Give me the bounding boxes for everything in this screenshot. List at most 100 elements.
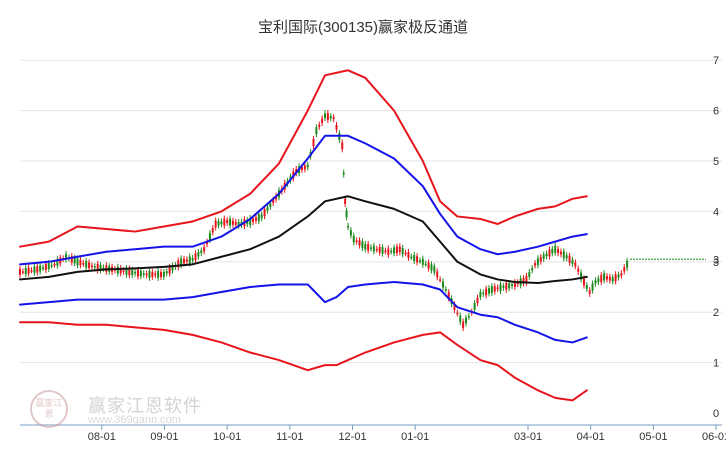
candle-body	[395, 246, 398, 254]
candle-body	[171, 265, 174, 271]
candle-body	[536, 258, 539, 266]
candle-body	[33, 266, 36, 273]
candle-body	[90, 265, 93, 268]
candle-body	[318, 124, 321, 127]
candle-body	[27, 267, 30, 274]
candle-body	[600, 275, 603, 283]
last-price-label: 3	[713, 254, 719, 266]
candle-body	[433, 266, 436, 273]
candle-body	[614, 274, 617, 282]
candle-body	[269, 203, 272, 207]
candle-body	[591, 283, 594, 291]
candle-body	[568, 255, 571, 263]
candle-body	[82, 262, 85, 265]
candle-body	[539, 256, 542, 262]
candle-body	[418, 260, 421, 262]
candle-body	[122, 270, 125, 272]
candle-body	[206, 241, 209, 245]
candle-body	[444, 289, 447, 291]
candle-body	[447, 292, 450, 299]
candle-body	[511, 284, 514, 286]
candle-body	[79, 259, 82, 266]
watermark-name: 赢家江恩软件	[88, 396, 202, 417]
candle-body	[254, 217, 257, 221]
candle-body	[358, 240, 361, 246]
candle-body	[315, 127, 318, 135]
candle-body	[53, 263, 56, 266]
candle-body	[211, 228, 214, 233]
candle-body	[321, 118, 324, 123]
candle-body	[329, 116, 332, 119]
candle-body	[424, 263, 427, 266]
candle-body	[617, 274, 620, 278]
candle-body	[85, 261, 88, 268]
candle-body	[485, 288, 488, 296]
candle-body	[249, 217, 252, 226]
x-tick-label: 05-01	[639, 431, 667, 443]
candle-body	[226, 219, 229, 224]
candle-body	[571, 259, 574, 264]
watermark-logo: 赢家江恩	[30, 390, 68, 428]
candle-body	[324, 113, 326, 118]
candle-body	[372, 245, 375, 252]
candle-body	[611, 277, 614, 282]
candle-body	[300, 167, 303, 170]
candle-body	[525, 275, 528, 283]
candle-body	[125, 268, 128, 275]
candle-body	[462, 321, 465, 329]
candle-body	[73, 257, 76, 264]
candle-body	[188, 256, 191, 264]
x-tick-label: 09-01	[150, 431, 178, 443]
candle-body	[390, 250, 393, 253]
candle-body	[134, 271, 137, 274]
candle-body	[562, 251, 565, 259]
candle-body	[459, 315, 462, 323]
candle-body	[203, 247, 206, 252]
candle-body	[131, 269, 134, 275]
candle-body	[272, 199, 275, 203]
candle-body	[551, 248, 554, 254]
candle-body	[56, 259, 59, 266]
candle-body	[191, 258, 194, 261]
candle-body	[364, 243, 367, 250]
x-tick-label: 06-01	[702, 431, 726, 443]
candle-body	[260, 214, 263, 219]
candle-body	[177, 260, 180, 268]
candle-body	[421, 258, 424, 265]
candle-body	[513, 282, 516, 287]
candle-body	[387, 248, 390, 255]
candle-body	[436, 271, 439, 278]
candle-body	[582, 278, 585, 286]
chart-title: 宝利国际(300135)赢家极反通道	[257, 19, 469, 36]
candle-body	[473, 303, 476, 310]
candle-body	[496, 287, 499, 290]
candle-body	[361, 241, 364, 249]
x-tick-label: 03-01	[514, 431, 542, 443]
candle-body	[467, 315, 470, 318]
candle-body	[145, 273, 148, 276]
candle-body	[36, 266, 39, 273]
candle-body	[352, 235, 355, 243]
x-tick-label: 10-01	[213, 431, 241, 443]
x-tick-label: 01-01	[401, 431, 429, 443]
candle-body	[102, 267, 105, 270]
candle-body	[194, 253, 197, 261]
candle-body	[410, 256, 413, 259]
candle-body	[342, 172, 345, 175]
candle-body	[96, 263, 99, 271]
candle-body	[508, 283, 511, 289]
y-tick-label: 4	[713, 206, 719, 218]
candle-body	[208, 233, 211, 241]
candle-body	[136, 269, 139, 277]
y-tick-label: 2	[713, 307, 719, 319]
candle-body	[404, 252, 407, 255]
candle-body	[332, 117, 335, 120]
candle-body	[355, 240, 358, 242]
candle-body	[148, 270, 151, 278]
candle-body	[88, 262, 91, 268]
candle-body	[349, 230, 352, 236]
candle-body	[257, 214, 260, 222]
candle-body	[545, 253, 548, 257]
candle-body	[217, 221, 220, 226]
